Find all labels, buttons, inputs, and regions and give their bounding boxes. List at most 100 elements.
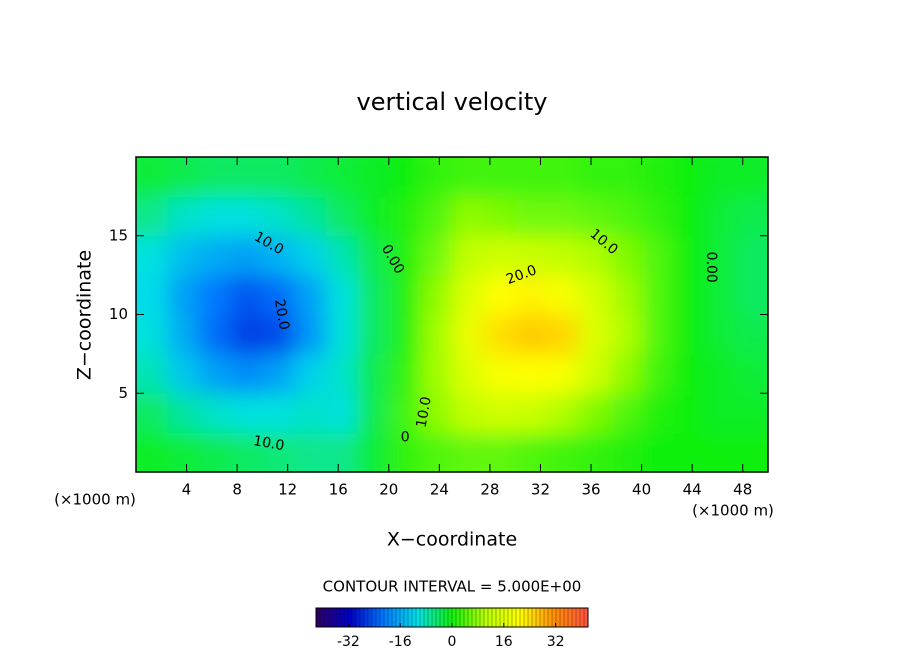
cell: [736, 432, 768, 472]
cell: [294, 314, 327, 355]
cell: [641, 235, 674, 276]
cell: [704, 393, 737, 434]
cell: [610, 235, 643, 276]
cell: [167, 196, 200, 237]
cell: [452, 157, 485, 197]
x-tick-label: 36: [581, 481, 600, 499]
cells: [136, 157, 768, 472]
cell: [610, 432, 643, 472]
contour-label: 20.0: [271, 298, 292, 331]
colorbar-swatch: [371, 607, 377, 628]
colorbar-swatch: [475, 607, 481, 628]
cell: [420, 275, 453, 315]
cell: [136, 235, 169, 276]
colorbar-swatch: [331, 607, 337, 628]
contour-label: 10.0: [414, 395, 435, 428]
cell: [578, 393, 611, 434]
cell: [673, 157, 706, 197]
cell: [357, 314, 390, 355]
cell: [452, 432, 485, 472]
chart-title: vertical velocity: [357, 88, 548, 116]
colorbar-swatch: [467, 607, 473, 628]
cell: [641, 275, 674, 315]
cell: [515, 275, 548, 315]
colorbar-swatch: [519, 607, 525, 628]
cell: [325, 235, 358, 276]
cell: [294, 432, 327, 472]
cell: [736, 393, 768, 434]
cell: [262, 275, 295, 315]
colorbar-swatch: [403, 607, 409, 628]
cell: [515, 314, 548, 355]
cell: [610, 157, 643, 197]
contour-label: 10.0: [252, 433, 285, 454]
cell: [736, 157, 768, 197]
cell: [578, 275, 611, 315]
colorbar-swatch: [315, 607, 321, 628]
cell: [704, 157, 737, 197]
cell: [610, 314, 643, 355]
colorbar-swatch: [559, 607, 565, 628]
colorbar-tick-label: 32: [547, 634, 565, 650]
x-tick-label: 48: [733, 481, 752, 499]
cell: [167, 353, 200, 394]
colorbar-swatch: [563, 607, 569, 628]
cell: [136, 196, 169, 237]
cell: [357, 157, 390, 197]
colorbar-swatch: [527, 607, 533, 628]
colorbar-swatch: [479, 607, 485, 628]
colorbar-swatch: [435, 607, 441, 628]
cell: [704, 235, 737, 276]
cell: [199, 196, 232, 237]
cell: [230, 432, 263, 472]
cell: [641, 314, 674, 355]
colorbar-swatch: [323, 607, 329, 628]
contour-label: 0: [401, 429, 410, 445]
cell: [673, 235, 706, 276]
cell: [388, 196, 421, 237]
colorbar-swatch: [443, 607, 449, 628]
cell: [673, 314, 706, 355]
cell: [483, 275, 516, 315]
cell: [325, 196, 358, 237]
x-tick-label: 28: [480, 481, 499, 499]
cell: [167, 432, 200, 472]
cell: [578, 353, 611, 394]
cell: [262, 157, 295, 197]
x-unit-label: (×1000 m): [54, 491, 136, 509]
cell: [420, 393, 453, 434]
colorbar-swatch: [451, 607, 457, 628]
cell: [167, 393, 200, 434]
colorbar-swatch: [387, 607, 393, 628]
cell: [610, 196, 643, 237]
colorbar-swatch: [483, 607, 489, 628]
colorbar-swatch: [367, 607, 373, 628]
cell: [357, 275, 390, 315]
colorbar-swatch: [579, 607, 585, 628]
cell: [325, 432, 358, 472]
cell: [641, 157, 674, 197]
cell: [199, 157, 232, 197]
y-axis-label: Z−coordinate: [74, 250, 96, 380]
cell: [704, 196, 737, 237]
colorbar-swatch: [375, 607, 381, 628]
cell: [483, 393, 516, 434]
cell: [136, 275, 169, 315]
cell: [388, 235, 421, 276]
cell: [262, 432, 295, 472]
cell: [641, 196, 674, 237]
cell: [515, 393, 548, 434]
cell: [515, 353, 548, 394]
x-unit-label: (×1000 m): [692, 502, 774, 520]
cell: [294, 353, 327, 394]
colorbar-swatch: [543, 607, 549, 628]
cell: [325, 157, 358, 197]
cell: [515, 196, 548, 237]
x-tick-label: 20: [379, 481, 398, 499]
cell: [483, 353, 516, 394]
colorbar-swatch: [415, 607, 421, 628]
cell: [357, 432, 390, 472]
cell: [420, 353, 453, 394]
colorbar-swatch: [495, 607, 501, 628]
